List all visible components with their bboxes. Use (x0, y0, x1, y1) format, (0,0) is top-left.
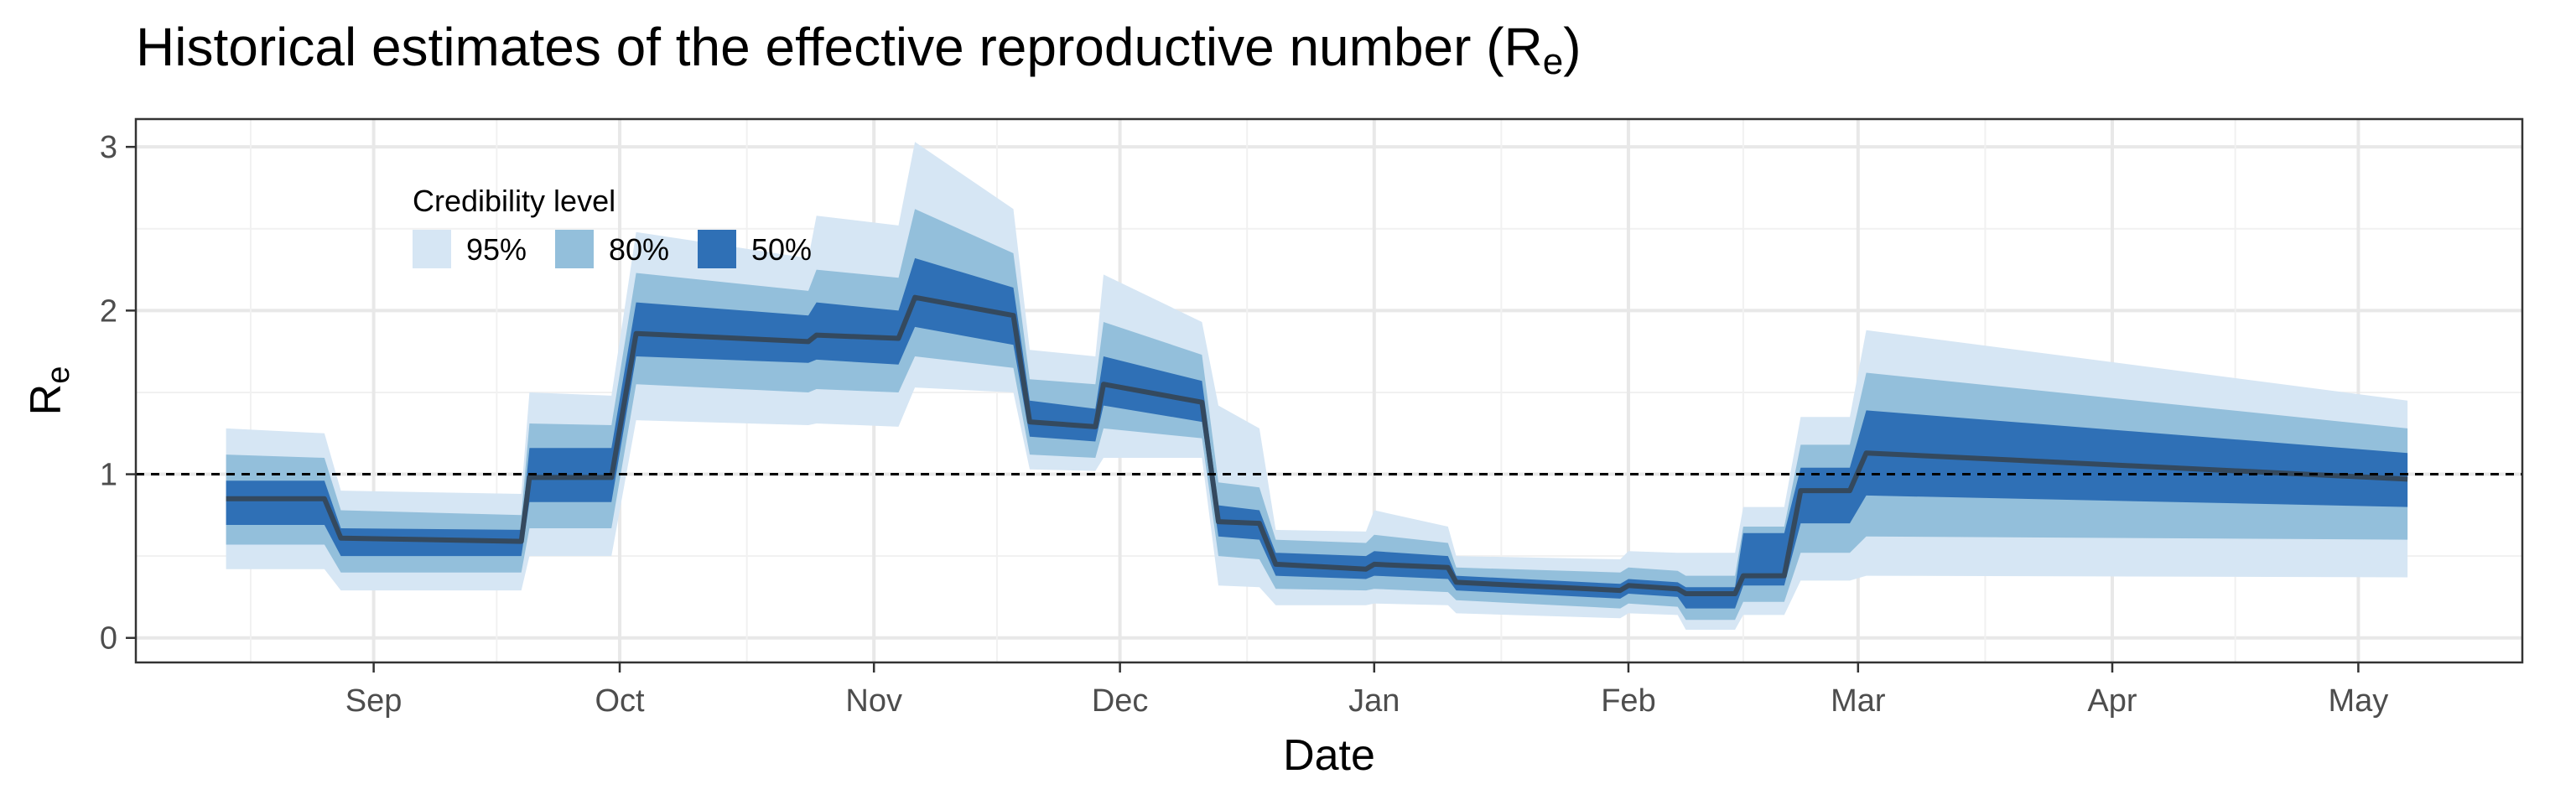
band-50 (226, 257, 2408, 609)
x-tick-label: Nov (845, 683, 902, 719)
plot-panel (134, 117, 2524, 664)
y-axis-title-main: R (22, 384, 70, 416)
median-line (226, 294, 2408, 596)
chart-title-subscript: e (1543, 41, 1563, 82)
y-axis: 0 1 2 3 (100, 130, 136, 657)
credibility-bands (226, 142, 2408, 631)
x-tick-label: Dec (1092, 683, 1149, 719)
x-tick-label: Feb (1601, 683, 1655, 719)
x-axis-title: Date (1283, 731, 1375, 780)
chart-title-main: Historical estimates of the effective re… (136, 17, 1543, 77)
legend-label: 50% (751, 232, 812, 267)
y-axis-title: Re (22, 366, 76, 416)
y-tick-label: 0 (100, 621, 117, 657)
legend-items: 95% 80% 50% (413, 230, 812, 268)
chart-title-suffix: ) (1563, 17, 1581, 77)
legend-label: 80% (609, 232, 669, 267)
y-tick-label: 2 (100, 293, 117, 329)
x-tick-label: Apr (2087, 683, 2137, 719)
y-axis-title-subscript: e (41, 366, 76, 384)
y-tick-label: 1 (100, 458, 117, 493)
x-axis: Sep Oct Nov Dec Jan Feb Mar Apr May (345, 662, 2388, 719)
band-80 (226, 209, 2408, 621)
plot-border (134, 117, 2524, 664)
chart-title: Historical estimates of the effective re… (136, 17, 1581, 82)
median-line-group (226, 294, 2408, 596)
legend: Credibility level 95% 80% 50% (413, 184, 812, 268)
legend-title: Credibility level (413, 184, 615, 218)
legend-swatch (555, 230, 594, 268)
x-tick-label: May (2329, 683, 2389, 719)
legend-swatch (698, 230, 736, 268)
x-tick-label: Jan (1348, 683, 1400, 719)
x-tick-label: Mar (1831, 683, 1886, 719)
legend-label: 95% (466, 232, 527, 267)
x-tick-label: Oct (595, 683, 645, 719)
y-tick-label: 3 (100, 130, 117, 165)
x-tick-label: Sep (345, 683, 402, 719)
legend-swatch (413, 230, 451, 268)
